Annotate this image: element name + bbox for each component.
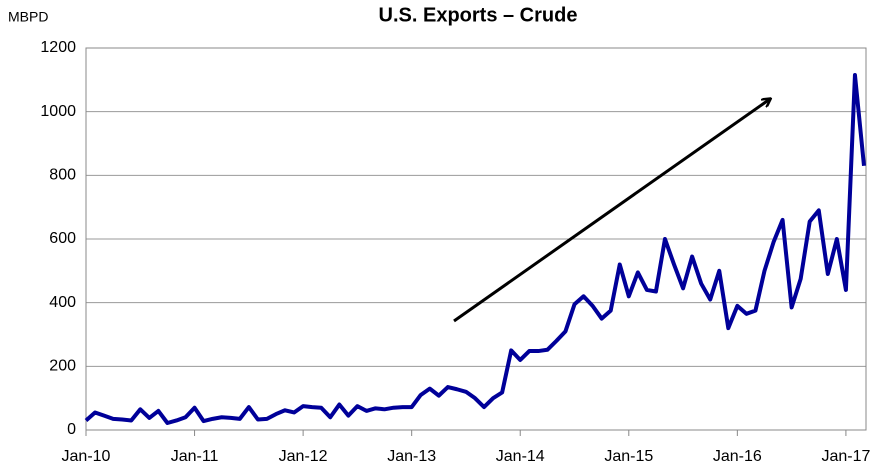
x-tick-label: Jan-15	[604, 448, 653, 465]
x-tick-label: Jan-17	[821, 448, 870, 465]
trend-arrow	[453, 99, 770, 323]
y-tick-label: 1000	[40, 103, 76, 120]
y-tick-label: 400	[49, 294, 76, 311]
x-tick-label: Jan-12	[279, 448, 328, 465]
x-tick-label: Jan-11	[171, 448, 219, 465]
x-tick-label: Jan-13	[387, 448, 436, 465]
y-axis-label: MBPD	[8, 9, 48, 25]
plot-frame	[85, 47, 867, 431]
y-tick-label: 600	[49, 230, 76, 247]
x-tick-label: Jan-10	[62, 448, 111, 465]
y-tick-label: 200	[49, 358, 76, 375]
y-tick-label: 1200	[40, 39, 76, 56]
chart-title: U.S. Exports – Crude	[379, 4, 578, 26]
y-tick-label: 0	[67, 421, 76, 438]
x-tick-label: Jan-14	[496, 448, 545, 465]
x-tick-label: Jan-16	[713, 448, 762, 465]
data-line	[84, 73, 866, 425]
y-tick-label: 800	[49, 167, 76, 184]
